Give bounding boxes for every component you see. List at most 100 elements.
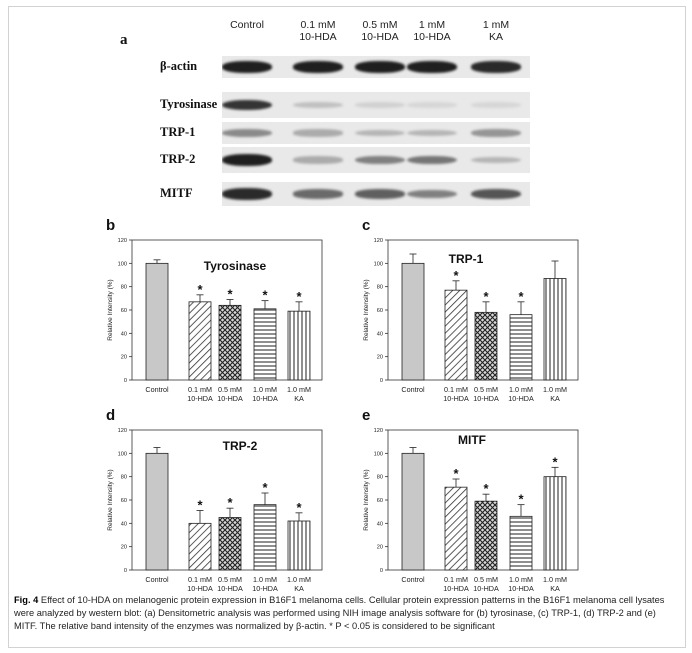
category-label-line1: 0.5 mM <box>474 385 498 394</box>
category-label-line2: 10-HDA <box>252 584 278 593</box>
category-label-line2: 10-HDA <box>252 394 278 403</box>
blot-band <box>471 102 521 108</box>
bar <box>145 262 169 381</box>
category-label-line1: Control <box>145 385 169 394</box>
y-tick-label: 100 <box>374 451 383 457</box>
blot-strip <box>222 147 530 173</box>
blot-column-line1: 1 mM <box>482 19 510 31</box>
category-label-line2: 10-HDA <box>187 394 213 403</box>
bar <box>287 520 311 571</box>
y-tick-label: 60 <box>377 498 383 504</box>
significance-marker: * <box>518 492 524 507</box>
category-label-line1: 0.5 mM <box>218 385 242 394</box>
bar <box>543 278 567 381</box>
chart-title: TRP-1 <box>449 252 484 266</box>
blot-band <box>407 61 457 73</box>
y-axis-label: Relative Intensity (%) <box>363 279 370 340</box>
significance-marker: * <box>227 495 233 510</box>
blot-column-line1: 1 mM <box>418 19 446 31</box>
bar <box>145 452 169 571</box>
panel-letter-d: d <box>106 407 115 424</box>
y-tick-label: 80 <box>377 475 383 481</box>
bar <box>509 515 533 571</box>
significance-marker: * <box>262 480 268 495</box>
blot-column-line1: Control <box>230 19 264 31</box>
blot-band <box>471 129 521 137</box>
category-label-line1: 1.0 mM <box>287 385 311 394</box>
category-label-line2: KA <box>294 584 304 593</box>
bar <box>401 262 425 381</box>
chart-title: TRP-2 <box>223 439 258 453</box>
chart-c: c 0 20 40 60 80 100 120 Relative Intensity (%) TR… <box>362 217 579 403</box>
blot-band <box>471 156 521 164</box>
blot-strip <box>222 92 530 118</box>
bar <box>218 517 242 571</box>
blot-column-line1: 0.1 mM <box>300 19 336 31</box>
category-label-line2: 10-HDA <box>508 394 534 403</box>
category-label-line2: 10-HDA <box>443 394 469 403</box>
y-tick-label: 20 <box>377 355 383 361</box>
y-tick-label: 100 <box>118 451 127 457</box>
category-label-line1: 1.0 mM <box>287 575 311 584</box>
blot-strip <box>222 56 530 78</box>
category-label-line1: 1.0 mM <box>543 575 567 584</box>
y-tick-label: 120 <box>118 238 127 244</box>
category-label-line1: 0.1 mM <box>188 575 212 584</box>
chart-title: MITF <box>458 433 486 447</box>
blot-row-label: Tyrosinase <box>160 97 218 111</box>
significance-marker: * <box>552 454 558 469</box>
blot-row-label: MITF <box>160 186 193 200</box>
category-label-line1: 0.1 mM <box>444 575 468 584</box>
blot-column-header: 1 mM 10-HDA <box>400 19 464 43</box>
blot-band <box>407 129 457 137</box>
chart-e: e 0 20 40 60 80 100 120 Relative Intensity (%) MI… <box>362 407 579 593</box>
y-tick-label: 80 <box>377 285 383 291</box>
category-label-line2: KA <box>550 584 560 593</box>
y-tick-label: 40 <box>121 331 127 337</box>
y-tick-label: 80 <box>121 285 127 291</box>
blot-column-line2: 10-HDA <box>413 31 451 43</box>
blot-column-header: Control <box>215 19 279 31</box>
panel-letter-a: a <box>120 32 128 48</box>
y-tick-label: 60 <box>377 308 383 314</box>
category-label-line1: Control <box>401 575 425 584</box>
significance-marker: * <box>453 466 459 481</box>
category-label-line2: 10-HDA <box>473 584 499 593</box>
blot-band <box>222 99 272 111</box>
blot-band <box>355 155 405 165</box>
blot-band <box>293 189 343 199</box>
chart-b: b 0 20 40 60 80 100 120 Relative Intensity (%) Ty… <box>106 217 323 403</box>
blot-column-line2: KA <box>488 31 503 43</box>
significance-marker: * <box>483 481 489 496</box>
significance-marker: * <box>483 289 489 304</box>
caption-label: Fig. 4 <box>14 595 39 605</box>
panel-letter-b: b <box>106 217 115 234</box>
category-label-line2: KA <box>294 394 304 403</box>
figure-caption: Fig. 4 Effect of 10-HDA on melanogenic p… <box>14 594 680 633</box>
blot-column-line1: 0.5 mM <box>362 19 398 31</box>
category-label-line1: 1.0 mM <box>543 385 567 394</box>
significance-marker: * <box>518 289 524 304</box>
y-tick-label: 60 <box>121 498 127 504</box>
bar <box>253 308 277 381</box>
blot-band <box>471 189 521 199</box>
chart-d: d 0 20 40 60 80 100 120 Relative Intensity (%) TR… <box>106 407 323 593</box>
blot-band <box>293 129 343 137</box>
y-tick-label: 0 <box>380 568 383 574</box>
panel-letter-e: e <box>362 407 370 424</box>
bar <box>401 452 425 571</box>
blot-strip <box>222 182 530 206</box>
blot-band <box>222 188 272 200</box>
category-label-line1: 0.5 mM <box>218 575 242 584</box>
bar <box>188 301 212 381</box>
blot-row-label: β-actin <box>160 59 198 73</box>
blot-band <box>222 154 272 166</box>
bar <box>543 476 567 571</box>
y-tick-label: 40 <box>377 521 383 527</box>
significance-marker: * <box>453 268 459 283</box>
blot-band <box>355 189 405 199</box>
blot-column-line2: 10-HDA <box>361 31 399 43</box>
blot-row-label: TRP-2 <box>160 152 196 166</box>
blot-band <box>293 61 343 73</box>
blot-column-header: 1 mM KA <box>464 19 528 43</box>
